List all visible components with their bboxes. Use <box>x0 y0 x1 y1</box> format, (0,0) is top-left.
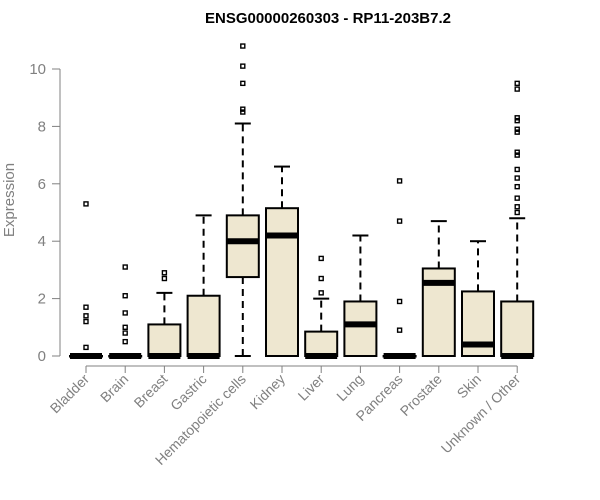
box-group <box>265 165 299 357</box>
outlier-point <box>122 324 128 330</box>
outlier-point <box>514 86 520 92</box>
outlier-point <box>122 264 128 270</box>
outlier-point <box>514 183 520 190</box>
x-tick-label: Breast <box>131 371 171 411</box>
box-group <box>108 264 143 359</box>
outlier-point <box>514 117 520 124</box>
outlier-point <box>161 270 168 276</box>
plot-area <box>69 43 535 359</box>
x-tick-label: Prostate <box>397 371 445 419</box>
outlier-point <box>83 304 89 310</box>
outlier-point <box>122 338 128 345</box>
box-group <box>382 178 417 359</box>
outlier-point <box>396 298 403 305</box>
outlier-point <box>240 109 246 115</box>
box-iqr <box>500 300 535 357</box>
outlier-point <box>318 290 324 296</box>
outlier-point <box>161 275 168 282</box>
outlier-point <box>83 201 89 207</box>
chart-title: ENSG00000260303 - RP11-203B7.2 <box>205 10 451 27</box>
box-group <box>343 234 378 357</box>
box-group <box>69 201 103 359</box>
outlier-point <box>514 149 520 155</box>
box-group <box>461 240 495 357</box>
outlier-point <box>83 318 89 325</box>
y-axis-label: Expression <box>1 163 18 237</box>
box-group <box>225 43 260 357</box>
outlier-point <box>83 313 89 319</box>
outlier-point <box>318 255 324 262</box>
outlier-point <box>514 166 520 173</box>
outlier-point <box>240 80 246 87</box>
outlier-point <box>514 115 520 121</box>
x-tick-label: Kidney <box>247 371 289 413</box>
outlier-point <box>122 330 128 336</box>
outlier-point <box>83 344 89 351</box>
x-tick-label: Bladder <box>47 371 93 417</box>
outlier-point <box>514 152 520 158</box>
box-iqr <box>343 300 378 357</box>
outlier-point <box>240 43 246 49</box>
x-tick-label: Brain <box>97 371 131 405</box>
outlier-point <box>514 126 520 132</box>
box-iqr <box>304 330 339 358</box>
box-iqr <box>265 207 299 357</box>
y-tick-label: 6 <box>38 176 46 193</box>
x-tick-label: Lung <box>333 371 366 404</box>
outlier-point <box>514 80 520 87</box>
box-group <box>186 214 221 359</box>
x-tick-label: Skin <box>454 371 485 402</box>
y-axis: 0 2 4 6 8 10 <box>29 61 61 365</box>
box-group <box>304 255 339 359</box>
outlier-point <box>122 310 128 316</box>
outlier-point <box>514 209 520 216</box>
box-group <box>147 270 182 359</box>
outlier-point <box>240 63 246 69</box>
outlier-point <box>396 178 403 184</box>
outlier-point <box>318 275 324 282</box>
x-tick-label: Liver <box>295 371 328 404</box>
outlier-point <box>514 175 520 181</box>
box-group <box>500 80 535 359</box>
outlier-point <box>122 293 128 299</box>
outlier-point <box>514 204 520 210</box>
outlier-point <box>396 327 403 333</box>
y-tick-label: 4 <box>38 233 46 250</box>
box-group <box>421 220 456 357</box>
outlier-point <box>240 106 246 112</box>
y-tick-label: 10 <box>29 61 46 78</box>
outlier-point <box>514 195 520 201</box>
box-iqr <box>147 323 182 357</box>
y-tick-label: 0 <box>38 348 46 365</box>
outlier-point <box>514 129 520 135</box>
y-tick-label: 2 <box>38 291 46 308</box>
y-tick-label: 8 <box>38 118 46 135</box>
outlier-point <box>396 218 403 224</box>
box-iqr <box>225 214 260 279</box>
box-iqr <box>186 294 221 358</box>
